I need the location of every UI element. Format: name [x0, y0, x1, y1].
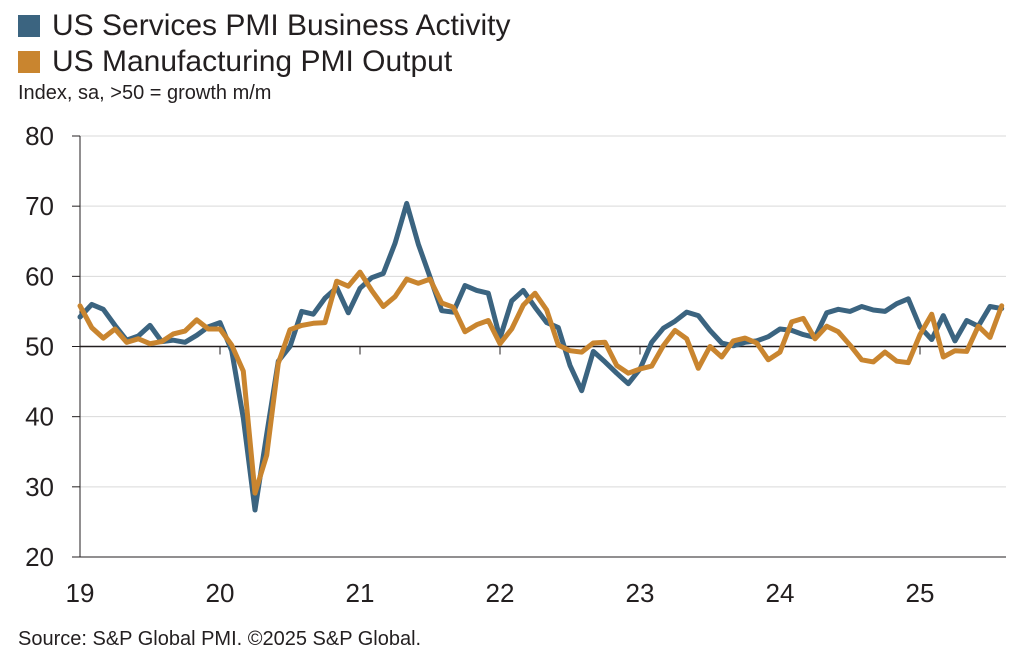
y-tick-label-40: 40: [25, 402, 54, 432]
x-tick-label-19: 19: [66, 578, 95, 608]
legend-item-manufacturing: US Manufacturing PMI Output: [18, 44, 510, 80]
y-tick-label-80: 80: [25, 121, 54, 151]
legend: US Services PMI Business Activity US Man…: [18, 8, 510, 80]
y-tick-label-60: 60: [25, 261, 54, 291]
y-tick-label-20: 20: [25, 542, 54, 572]
legend-item-services: US Services PMI Business Activity: [18, 8, 510, 44]
x-tick-label-25: 25: [906, 578, 935, 608]
x-tick-label-21: 21: [346, 578, 375, 608]
x-tick-label-20: 20: [206, 578, 235, 608]
legend-swatch-services: [18, 15, 40, 37]
y-tick-label-30: 30: [25, 472, 54, 502]
series-line-services: [77, 200, 1005, 513]
legend-label-manufacturing: US Manufacturing PMI Output: [52, 45, 453, 78]
x-tick-label-24: 24: [766, 578, 795, 608]
legend-label-services: US Services PMI Business Activity: [52, 9, 511, 42]
y-tick-label-70: 70: [25, 191, 54, 221]
chart-subtitle: Index, sa, >50 = growth m/m: [18, 82, 272, 104]
series-line-manufacturing: [77, 269, 1005, 496]
x-tick-label-23: 23: [626, 578, 655, 608]
legend-swatch-manufacturing: [18, 51, 40, 73]
x-tick-label-22: 22: [486, 578, 515, 608]
y-tick-label-50: 50: [25, 332, 54, 362]
source-note: Source: S&P Global PMI. ©2025 S&P Global…: [18, 628, 422, 650]
